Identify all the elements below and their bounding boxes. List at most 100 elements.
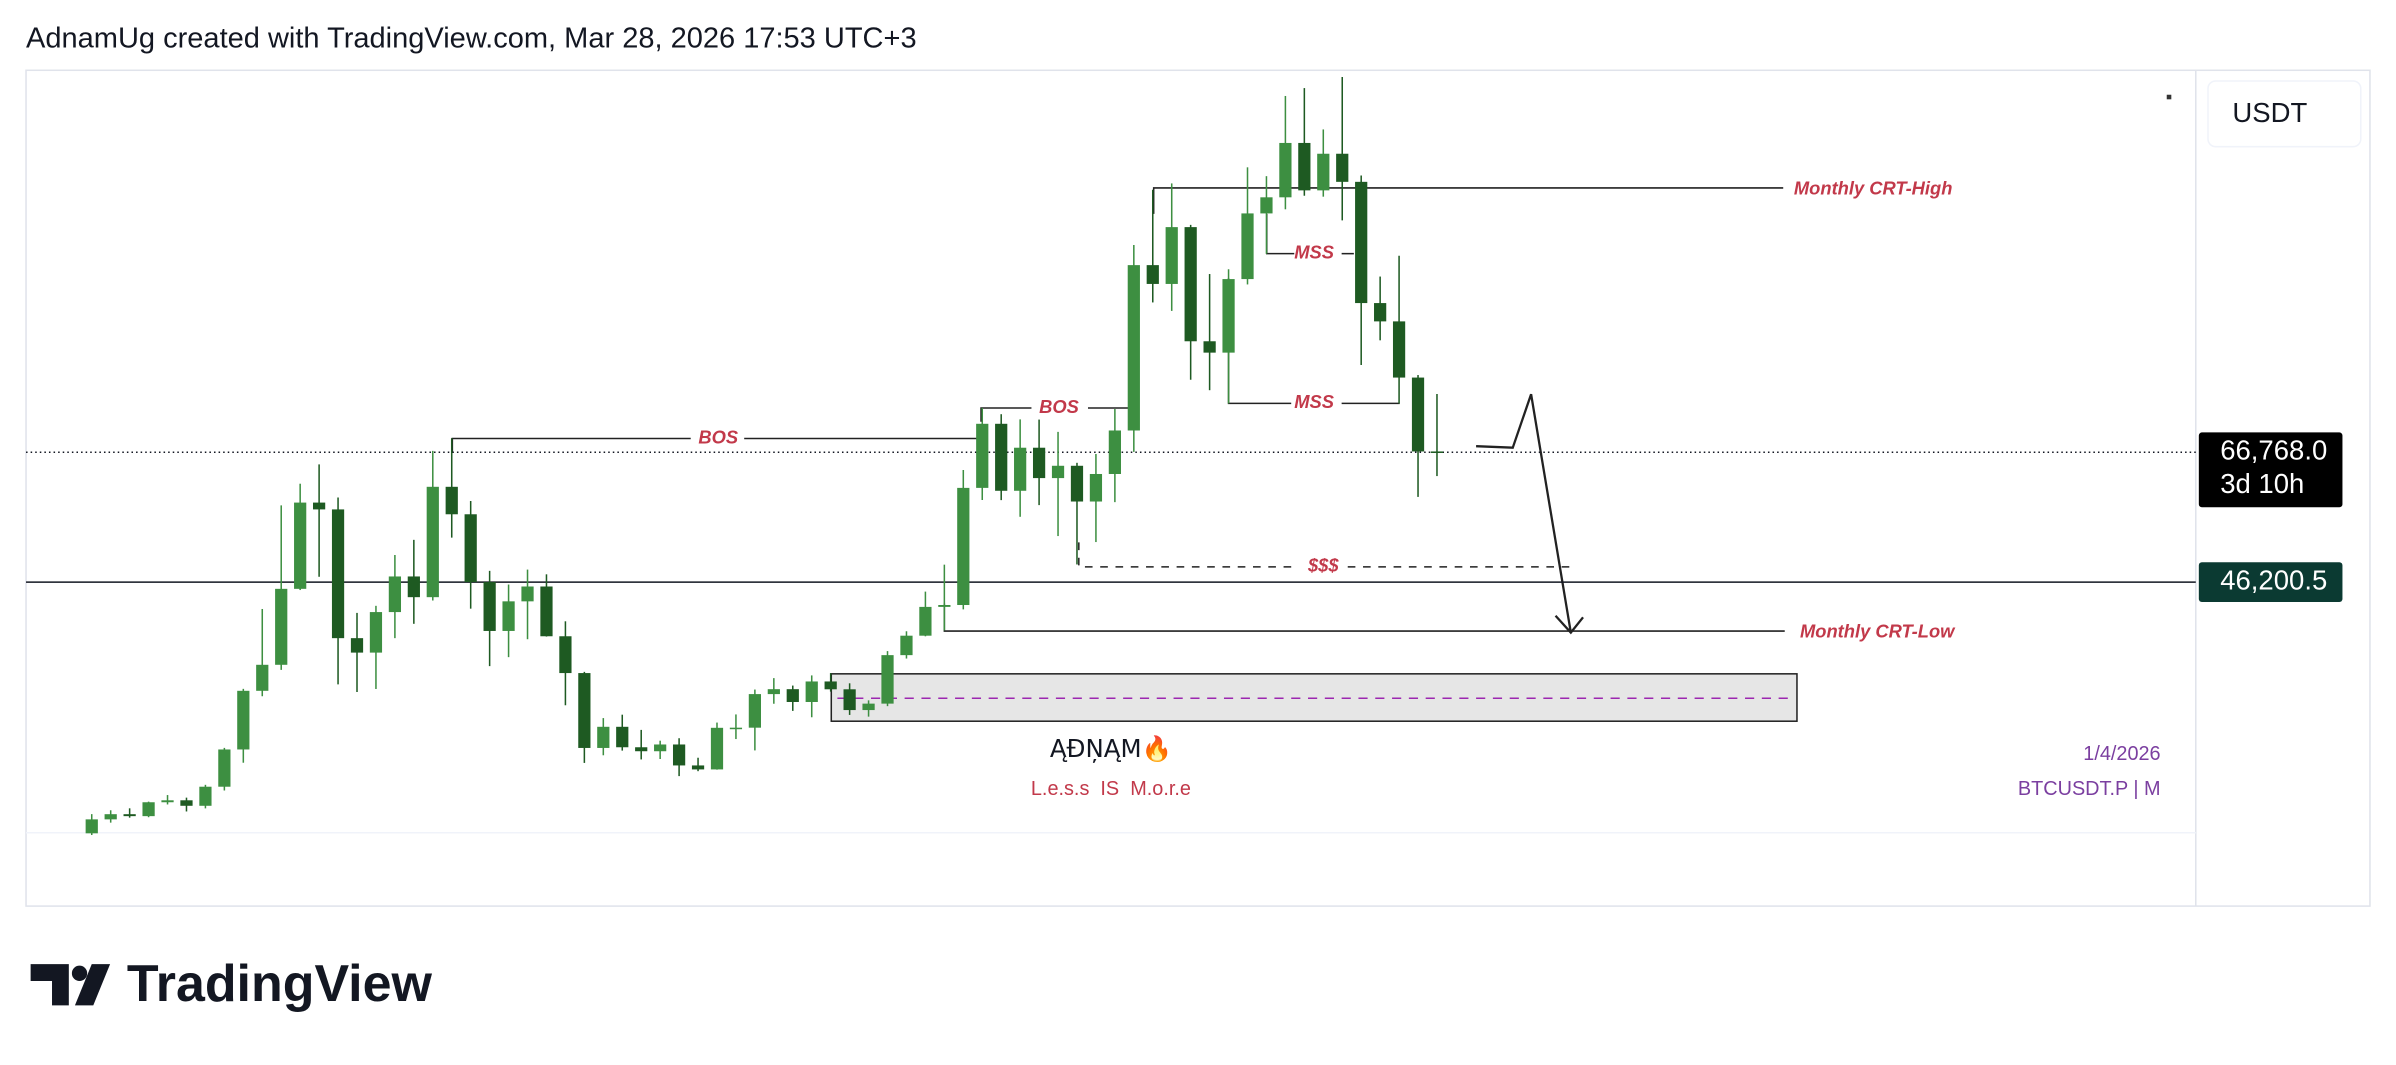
candle-body: [1241, 213, 1254, 280]
candle-body: [1355, 181, 1368, 304]
candle-body: [824, 681, 837, 690]
candle-body: [1317, 153, 1330, 191]
candle-body: [1108, 430, 1121, 474]
candle-body: [635, 747, 648, 752]
candle-body: [1146, 265, 1159, 284]
candle-body: [1051, 465, 1065, 479]
candle-body: [540, 586, 553, 637]
candle-body: [445, 486, 458, 515]
watermark: ĄĐŅĄM🔥: [1050, 734, 1172, 763]
crt-high-line: [1152, 187, 1784, 214]
countdown-label: 3d 10h: [2220, 468, 2304, 499]
currency: USDT: [2232, 97, 2307, 128]
candle-body: [805, 681, 818, 702]
candle-body: [237, 690, 250, 750]
candle-body: [597, 726, 610, 748]
candle-body: [199, 786, 212, 806]
candle-body: [881, 655, 894, 704]
candle-body: [161, 800, 174, 803]
candle-body: [710, 727, 724, 770]
level-label: 46,200.5: [2220, 564, 2327, 595]
candle-body: [1411, 377, 1425, 452]
annotation: Monthly CRT-High: [1794, 177, 1952, 198]
header: AdnamUg created with TradingView.com, Ma…: [26, 22, 917, 54]
candle-body: [1392, 321, 1406, 378]
candle-body: [786, 689, 799, 702]
crt-low-line: [943, 603, 1785, 632]
candle-body: [767, 689, 780, 695]
candle-body: [218, 749, 231, 787]
logo-mark: [71, 965, 88, 981]
candle-body: [123, 814, 136, 817]
candle-body: [483, 582, 496, 631]
candle-body: [1165, 227, 1178, 284]
candle-body: [729, 727, 743, 730]
candle-body: [1430, 451, 1444, 453]
candle-body: [369, 612, 383, 653]
candle-body: [1203, 341, 1216, 353]
last-price-tag: [2198, 432, 2343, 508]
candle-body: [1127, 265, 1140, 431]
candle-body: [1374, 303, 1387, 322]
candle-body: [180, 800, 193, 806]
candle-body: [1336, 153, 1349, 182]
candle-body: [426, 486, 439, 598]
marker: [2166, 94, 2172, 100]
candle-body: [900, 635, 913, 656]
currency-box[interactable]: [2207, 80, 2362, 148]
candle-body: [1260, 197, 1273, 214]
candle-body: [957, 487, 970, 606]
liquidity-line: [1078, 542, 1299, 568]
candle-body: [748, 694, 761, 728]
candle-body: [85, 819, 98, 834]
bos-lower-line: [451, 437, 691, 453]
candle-body: [938, 605, 951, 607]
candle-body: [843, 689, 856, 711]
candle-body: [407, 576, 420, 598]
candle-body: [104, 814, 117, 820]
candle-body: [862, 703, 875, 711]
mss-upper-line: [1265, 213, 1295, 255]
candle-body: [578, 673, 591, 748]
candle-body: [559, 636, 572, 674]
candle-body: [1298, 142, 1311, 191]
candle-body: [1070, 465, 1084, 502]
last-price-label: 66,768.0: [2220, 435, 2327, 466]
logo: [30, 964, 111, 1006]
candle-body: [1184, 227, 1197, 342]
candle-body: [976, 423, 989, 488]
annotation: MSS: [1294, 241, 1334, 262]
candle-body: [1222, 279, 1235, 353]
candle-body: [1014, 447, 1027, 491]
frame: [25, 69, 2371, 907]
candle-body: [388, 576, 402, 613]
annotation: MSS: [1294, 391, 1334, 412]
candle-body: [919, 606, 932, 636]
logo-mark: [74, 964, 111, 1006]
candle-body: [331, 509, 345, 639]
zone-box: [830, 673, 1798, 722]
candle-body: [502, 601, 515, 631]
candle-body: [1032, 447, 1046, 479]
tagline: L.e.s.s IS M.o.r.e: [1031, 778, 1191, 800]
annotation: BOS: [1039, 396, 1079, 417]
annotation: Monthly CRT-Low: [1800, 620, 1956, 641]
mss-lower-line: [1227, 278, 1292, 405]
candle-body: [464, 514, 477, 583]
candle-body: [294, 502, 307, 589]
candle-body: [691, 765, 705, 770]
projection-arrow: [1476, 393, 1572, 633]
candle-body: [654, 744, 667, 752]
candle-body: [350, 638, 364, 653]
annotation: BOS: [698, 426, 738, 447]
candle-body: [995, 423, 1008, 491]
date-label: 1/4/2026: [2083, 743, 2160, 765]
annotation: $$$: [1307, 555, 1339, 576]
candle-body: [142, 802, 155, 817]
candle-body: [672, 744, 686, 766]
candle-body: [1279, 142, 1292, 198]
level-tag: [2198, 562, 2343, 603]
bos-upper-line: [980, 407, 1032, 422]
